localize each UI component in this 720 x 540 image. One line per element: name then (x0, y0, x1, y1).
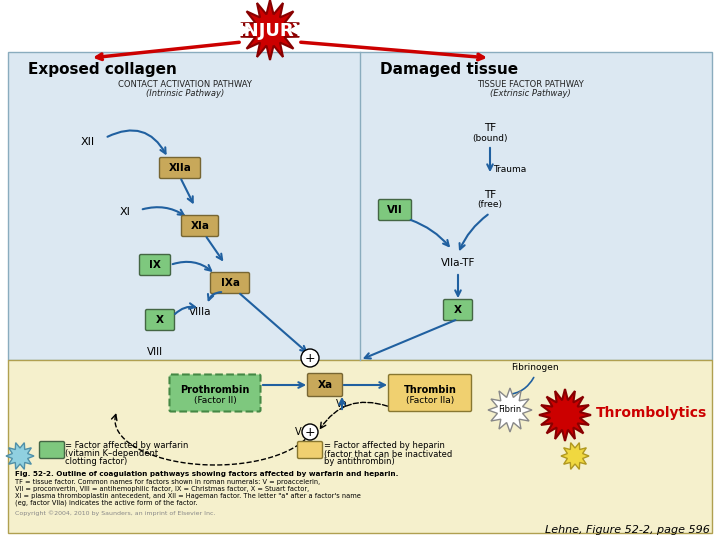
Circle shape (301, 349, 319, 367)
Text: IXa: IXa (220, 278, 240, 288)
Text: TF = tissue factor. Common names for factors shown in roman numerals: V = proacc: TF = tissue factor. Common names for fac… (15, 479, 320, 485)
FancyBboxPatch shape (8, 360, 712, 533)
FancyBboxPatch shape (169, 375, 261, 411)
Text: Va: Va (336, 399, 348, 409)
Text: Fig. 52-2. Outline of coagulation pathways showing factors affected by warfarin : Fig. 52-2. Outline of coagulation pathwa… (15, 471, 398, 477)
FancyBboxPatch shape (145, 309, 174, 330)
FancyBboxPatch shape (8, 52, 712, 360)
FancyBboxPatch shape (210, 273, 250, 294)
Text: V: V (294, 427, 301, 437)
FancyBboxPatch shape (181, 215, 218, 237)
FancyBboxPatch shape (40, 442, 65, 458)
Text: (eg, factor VIIa) indicates the active form of the factor.: (eg, factor VIIa) indicates the active f… (15, 500, 197, 507)
Text: Fibrinogen: Fibrinogen (511, 363, 559, 373)
Text: = Factor affected by warfarin: = Factor affected by warfarin (65, 442, 189, 450)
Text: = Factor affected by heparin: = Factor affected by heparin (324, 442, 445, 450)
Text: Copyright ©2004, 2010 by Saunders, an imprint of Elsevier Inc.: Copyright ©2004, 2010 by Saunders, an im… (15, 510, 215, 516)
Text: VIIa-TF: VIIa-TF (441, 258, 475, 268)
Text: VIII: VIII (147, 347, 163, 357)
FancyBboxPatch shape (444, 300, 472, 321)
Text: INJURY: INJURY (238, 22, 307, 40)
Text: TF: TF (484, 190, 496, 200)
Text: +: + (305, 352, 315, 365)
Text: (Intrinsic Pathway): (Intrinsic Pathway) (146, 89, 224, 98)
Text: VIIIa: VIIIa (189, 307, 211, 317)
FancyBboxPatch shape (389, 375, 472, 411)
Text: X: X (156, 315, 164, 325)
FancyBboxPatch shape (307, 374, 343, 396)
Polygon shape (539, 389, 591, 441)
Text: Fibrin: Fibrin (498, 406, 521, 415)
Text: CONTACT ACTIVATION PATHWAY: CONTACT ACTIVATION PATHWAY (118, 80, 252, 89)
Text: +: + (305, 426, 315, 438)
Text: Damaged tissue: Damaged tissue (380, 62, 518, 77)
Text: Thrombin: Thrombin (404, 385, 456, 395)
Text: Xa: Xa (318, 380, 333, 390)
Polygon shape (488, 388, 532, 432)
Text: (free): (free) (477, 200, 503, 210)
Text: XI: XI (120, 207, 130, 217)
Text: VII: VII (387, 205, 403, 215)
Polygon shape (240, 0, 300, 60)
FancyBboxPatch shape (297, 442, 323, 458)
FancyBboxPatch shape (140, 254, 171, 275)
Text: (Factor IIa): (Factor IIa) (406, 395, 454, 404)
Text: (Factor II): (Factor II) (194, 395, 236, 404)
Text: XII: XII (81, 137, 95, 147)
Text: TISSUE FACTOR PATHWAY: TISSUE FACTOR PATHWAY (477, 80, 583, 89)
Text: IX: IX (149, 260, 161, 270)
Text: Trauma: Trauma (493, 165, 526, 174)
Text: VII = proconvertin, VIII = antihemophilic factor, IX = Christmas factor, X = Stu: VII = proconvertin, VIII = antihemophili… (15, 486, 309, 492)
Text: XIIa: XIIa (168, 163, 192, 173)
Text: (vitamin K–dependent: (vitamin K–dependent (65, 449, 158, 458)
Circle shape (302, 424, 318, 440)
Polygon shape (6, 443, 34, 469)
Text: TF: TF (484, 123, 496, 133)
Text: XI = plasma thromboplastin antecedent, and XII = Hageman factor. The letter "a" : XI = plasma thromboplastin antecedent, a… (15, 493, 361, 499)
FancyBboxPatch shape (160, 158, 200, 179)
FancyBboxPatch shape (379, 199, 412, 220)
Text: Exposed collagen: Exposed collagen (28, 62, 177, 77)
Text: Lehne, Figure 52-2, page 596: Lehne, Figure 52-2, page 596 (545, 525, 710, 535)
Text: (factor that can be inactivated: (factor that can be inactivated (324, 449, 452, 458)
Text: clotting factor): clotting factor) (65, 457, 127, 467)
Text: by antithrombin): by antithrombin) (324, 457, 395, 467)
Text: (bound): (bound) (472, 133, 508, 143)
Text: Prothrombin: Prothrombin (180, 385, 250, 395)
Text: Thrombolytics: Thrombolytics (596, 406, 707, 420)
Text: XIa: XIa (191, 221, 210, 231)
Text: X: X (454, 305, 462, 315)
Text: (Extrinsic Pathway): (Extrinsic Pathway) (490, 89, 570, 98)
Polygon shape (561, 443, 589, 469)
